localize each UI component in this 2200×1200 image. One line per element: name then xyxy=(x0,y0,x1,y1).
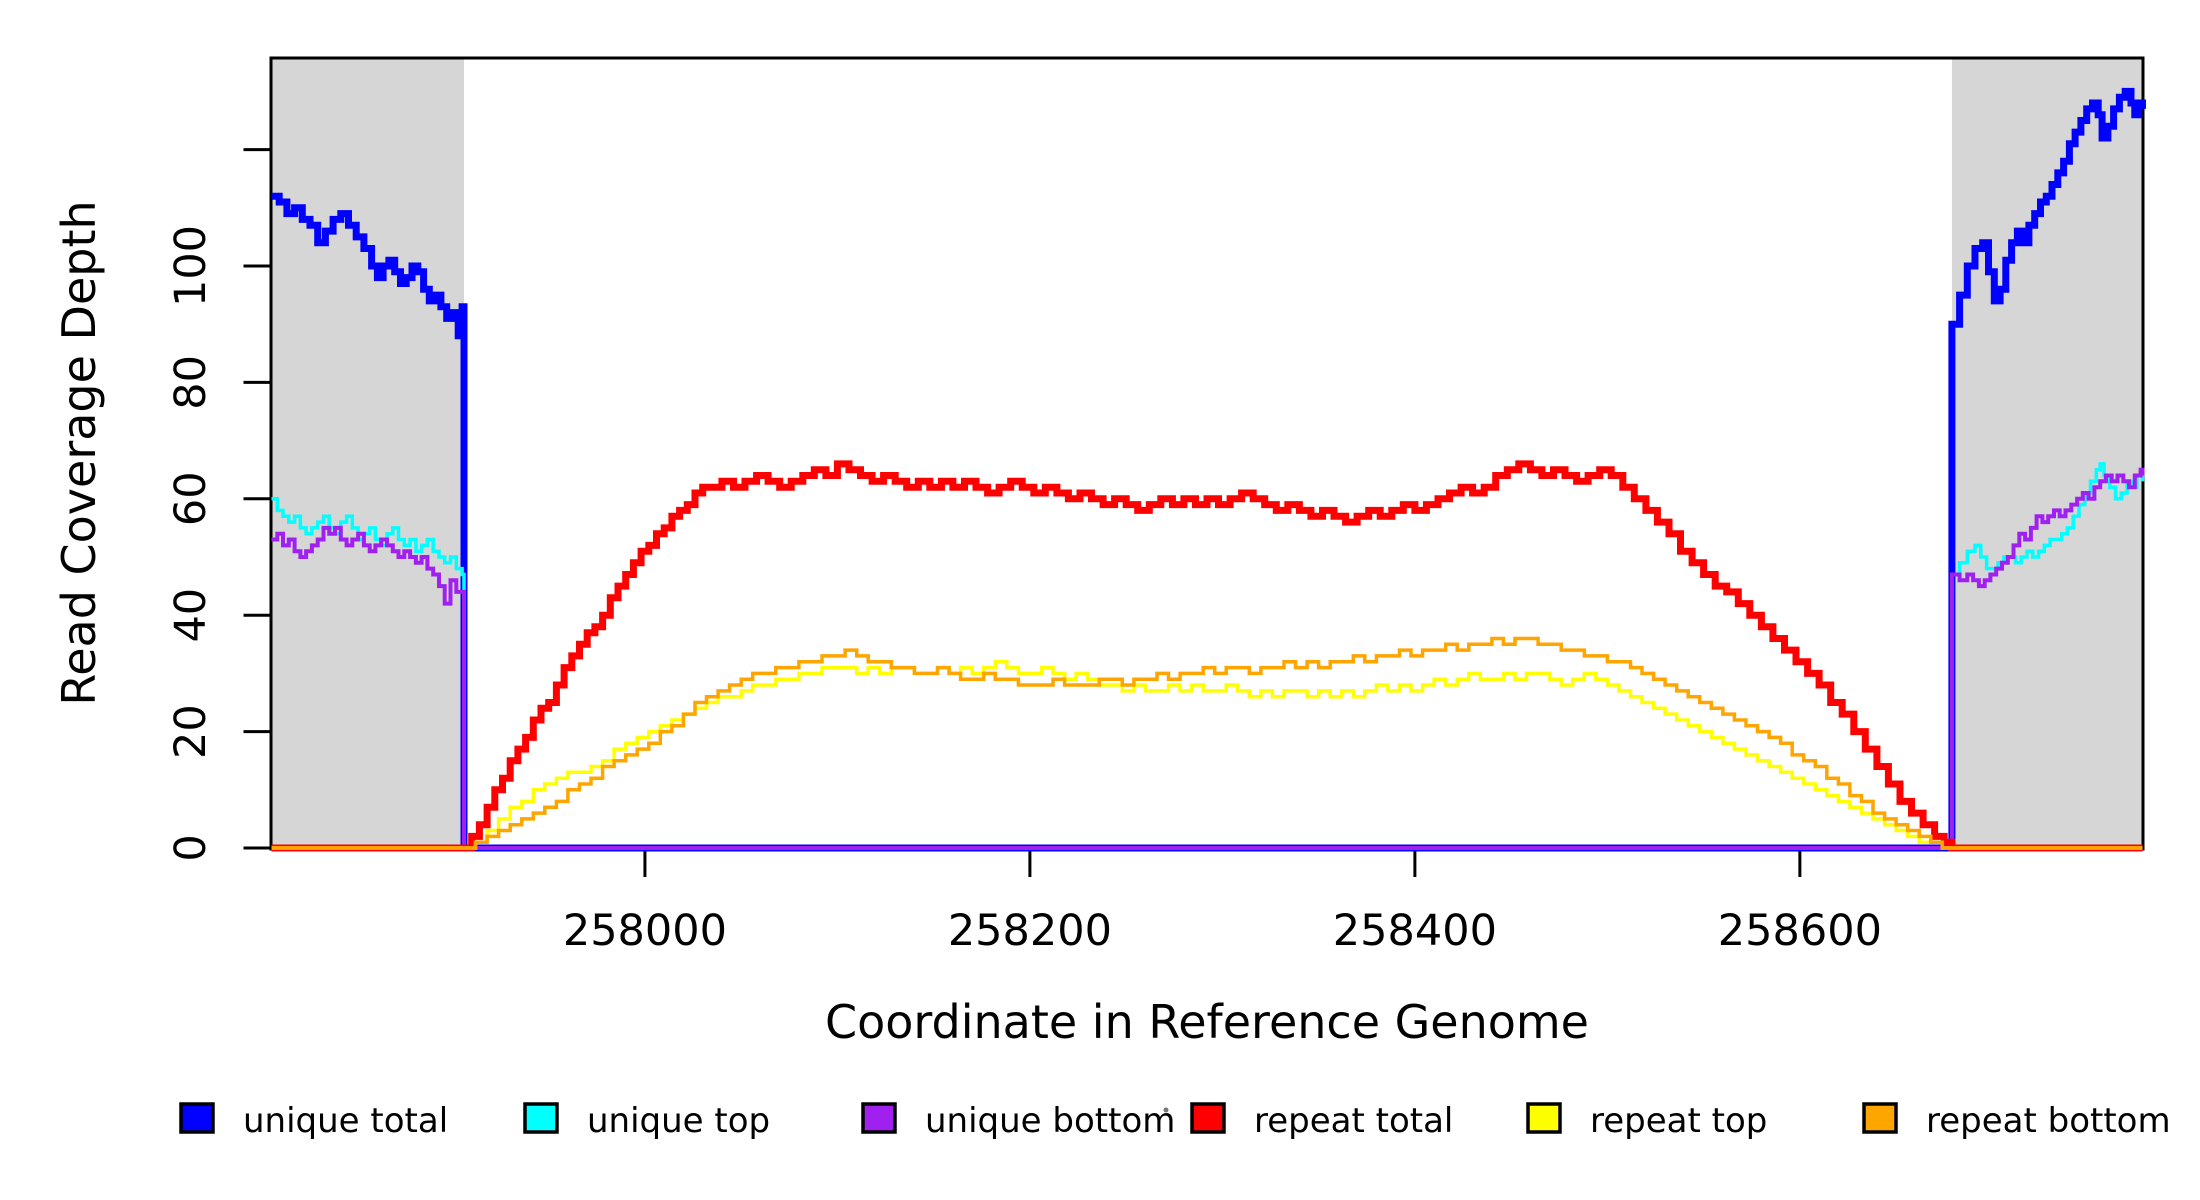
shaded-regions-layer xyxy=(271,58,2143,849)
legend-label-repeat-top: repeat top xyxy=(1590,1101,1767,1141)
legend-item-unique-total: unique total xyxy=(179,1101,448,1141)
x-tick-label: 258400 xyxy=(1333,906,1497,956)
repeat-top-line xyxy=(271,660,2143,850)
legend-label-repeat-bottom: repeat bottom xyxy=(1926,1101,2171,1141)
y-tick-label: 20 xyxy=(166,704,216,759)
x-tick-label: 258200 xyxy=(948,906,1112,956)
y-tick-label: 100 xyxy=(166,225,216,307)
series-layer xyxy=(271,87,2146,852)
legend-swatch-repeat-top xyxy=(1526,1102,1562,1134)
legend-swatch-unique-bottom xyxy=(861,1102,897,1134)
legend-item-unique-bottom: unique bottom xyxy=(861,1101,1175,1141)
legend: unique total unique top unique bottom re… xyxy=(179,1101,2171,1141)
legend-label-unique-bottom: unique bottom xyxy=(925,1101,1175,1141)
repeat-bottom-line xyxy=(271,636,2143,850)
legend-item-repeat-top: repeat top xyxy=(1526,1101,1767,1141)
y-tick-label: 60 xyxy=(166,471,216,526)
unique-top-line xyxy=(271,462,2145,850)
legend-swatch-unique-total xyxy=(179,1102,215,1134)
x-tick-label: 258600 xyxy=(1718,906,1882,956)
x-tick-label: 258000 xyxy=(563,906,727,956)
tick-marks-layer xyxy=(243,148,1802,877)
unique-bottom-line xyxy=(271,467,2145,850)
legend-swatch-repeat-bottom xyxy=(1862,1102,1898,1134)
shaded-region-right xyxy=(1951,58,2143,849)
tick-labels-layer: 258000 258200 258400 258600 0 20 40 60 80 100 xyxy=(166,225,1882,956)
y-tick-label: 80 xyxy=(166,355,216,410)
legend-swatch-repeat-total xyxy=(1190,1102,1226,1134)
legend-item-repeat-total: repeat total xyxy=(1190,1101,1453,1141)
legend-swatch-unique-top xyxy=(523,1102,559,1134)
axes-layer: 258000 258200 258400 258600 0 20 40 60 80 100 Coo… xyxy=(52,56,2145,1049)
legend-label-repeat-total: repeat total xyxy=(1254,1101,1453,1141)
repeat-total-line xyxy=(271,460,2143,852)
shaded-region-left xyxy=(271,58,464,849)
y-tick-label: 0 xyxy=(166,834,216,861)
stray-dot xyxy=(1163,1107,1169,1113)
y-axis-title: Read Coverage Depth xyxy=(52,200,106,705)
legend-item-unique-top: unique top xyxy=(523,1101,770,1141)
x-axis-title: Coordinate in Reference Genome xyxy=(825,995,1589,1049)
legend-label-unique-total: unique total xyxy=(243,1101,448,1141)
y-tick-label: 40 xyxy=(166,588,216,643)
unique-total-line xyxy=(271,87,2146,852)
legend-label-unique-top: unique top xyxy=(587,1101,770,1141)
legend-item-repeat-bottom: repeat bottom xyxy=(1862,1101,2171,1141)
